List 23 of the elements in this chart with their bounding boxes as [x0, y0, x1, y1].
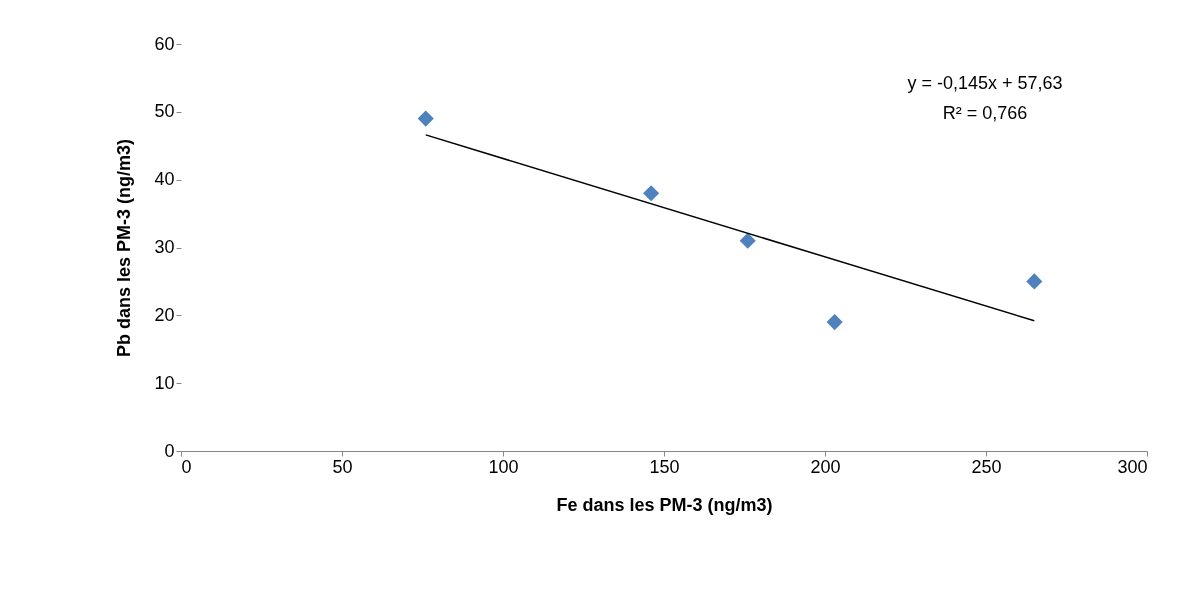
- annotation: R² = 0,766: [942, 103, 1028, 123]
- y-tick-label: 30: [154, 237, 175, 257]
- point: [1026, 273, 1043, 290]
- x-tick-label: 0: [181, 456, 192, 477]
- x-tick-label: 50: [332, 456, 353, 477]
- y-tick-label: 50: [154, 101, 175, 122]
- point: [739, 232, 756, 249]
- x-tick-label: 200: [810, 456, 841, 477]
- x-axis-title: Fe dans les PM-3 (ng/m3): [556, 494, 773, 515]
- y-tick-label: 0: [164, 440, 175, 461]
- annotation: y = -0,145x + 57,63: [907, 73, 1063, 93]
- y-tick-label: 60: [154, 33, 175, 54]
- y-tick-label: 10: [154, 372, 175, 393]
- x-tick-label: 300: [1117, 456, 1148, 477]
- point: [643, 185, 660, 202]
- point: [826, 314, 843, 331]
- y-axis-title: Pb dans les PM-3 (ng/m3): [114, 138, 135, 358]
- x-tick-label: 250: [971, 456, 1002, 477]
- x-tick-label: 150: [649, 456, 680, 477]
- y-tick-label: 40: [154, 169, 175, 190]
- x-tick-label: 100: [488, 456, 519, 477]
- y-tick-label: 20: [154, 304, 175, 325]
- point: [417, 110, 434, 127]
